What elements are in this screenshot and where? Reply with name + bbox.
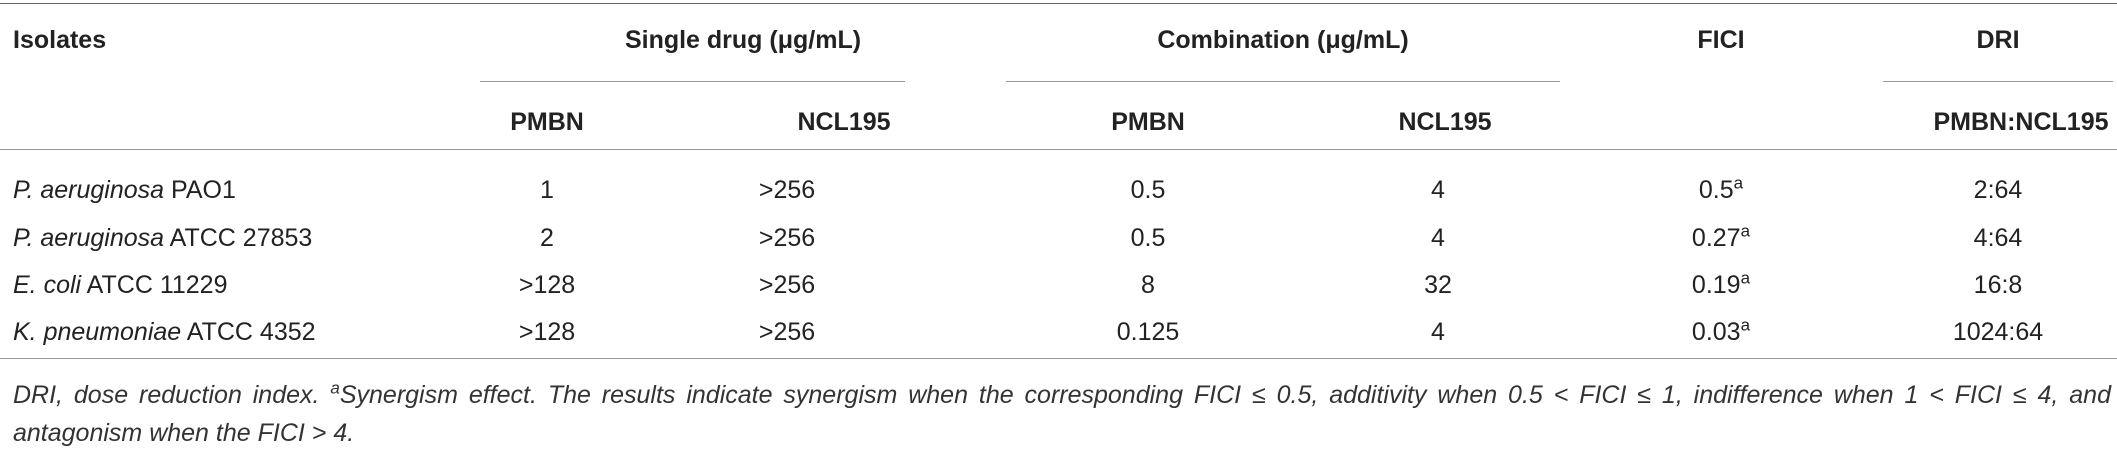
cell: 32 <box>1424 270 1452 300</box>
cell: 16:8 <box>1974 270 2023 300</box>
cell: 0.5a <box>1699 175 1743 205</box>
note-mark: a <box>1740 221 1751 241</box>
isolate: P. aeruginosa PAO1 <box>13 175 236 205</box>
cell-value: >128 <box>518 271 576 299</box>
species: P. aeruginosa <box>13 224 165 252</box>
cell: >128 <box>519 270 575 300</box>
cell-value: 1024:64 <box>1952 318 2044 346</box>
cell-value: 1 <box>540 176 554 204</box>
cell: 1024:64 <box>1953 317 2043 347</box>
subheader: NCL195 <box>1398 108 1492 136</box>
cell: 2:64 <box>1974 175 2023 205</box>
cell: 1 <box>540 175 554 205</box>
cell-value: 4 <box>1431 224 1445 252</box>
cell-value: 0.5 <box>1698 176 1734 204</box>
note-mark: a <box>1733 173 1744 193</box>
footnote-text: Synergism effect. The results indicate s… <box>13 381 2111 447</box>
strain: PAO1 <box>171 176 236 204</box>
cell: 0.03a <box>1692 317 1750 347</box>
header: FICI <box>1697 26 1745 54</box>
species: E. coli <box>13 271 82 299</box>
cell: 2 <box>540 223 554 253</box>
cell: 4 <box>1431 317 1445 347</box>
group-rule <box>1883 81 2113 82</box>
cell-value: 4:64 <box>1973 224 2023 252</box>
subheader: PMBN <box>1111 108 1185 136</box>
cell: 4:64 <box>1974 223 2023 253</box>
cell: >256 <box>759 223 815 253</box>
species: K. pneumoniae <box>13 318 182 346</box>
footnote: DRI, dose reduction index. aSynergism ef… <box>13 376 2111 452</box>
cell-value: >256 <box>758 224 816 252</box>
species: P. aeruginosa <box>13 176 165 204</box>
cell-value: >256 <box>758 318 816 346</box>
strain: ATCC 11229 <box>86 271 228 299</box>
cell: 0.5 <box>1131 223 1166 253</box>
cell-value: 16:8 <box>1973 271 2023 299</box>
cell: >128 <box>519 317 575 347</box>
cell-value: >128 <box>518 318 576 346</box>
cell: 0.27a <box>1692 223 1750 253</box>
cell-value: 0.27 <box>1691 224 1741 252</box>
isolate: K. pneumoniae ATCC 4352 <box>13 317 316 347</box>
note-mark: a <box>1740 268 1751 288</box>
footnote-text: DRI, dose reduction index. <box>13 381 331 409</box>
strain: ATCC 27853 <box>169 224 313 252</box>
cell-value: 8 <box>1141 271 1155 299</box>
cell-value: 4 <box>1431 318 1445 346</box>
isolate: P. aeruginosa ATCC 27853 <box>13 223 312 253</box>
header: DRI <box>1976 26 2020 54</box>
bottom-rule <box>0 358 2117 359</box>
subheader: PMBN:NCL195 <box>1933 108 2109 136</box>
cell-value: 32 <box>1424 271 1452 299</box>
cell-value: >256 <box>758 176 816 204</box>
cell: >256 <box>759 175 815 205</box>
strain: ATCC 4352 <box>186 318 316 346</box>
cell: 8 <box>1141 270 1155 300</box>
group-rule <box>480 81 905 82</box>
cell-value: >256 <box>758 271 816 299</box>
subheader: PMBN <box>510 108 584 136</box>
header: Single drug (μg/mL) <box>624 26 862 54</box>
cell-value: 0.5 <box>1130 224 1166 252</box>
cell: 0.125 <box>1117 317 1180 347</box>
cell-value: 0.5 <box>1130 176 1166 204</box>
cell-value: 0.19 <box>1691 271 1741 299</box>
cell-value: 2 <box>540 224 554 252</box>
header: Isolates <box>13 26 107 54</box>
header: Combination (μg/mL) <box>1157 26 1409 54</box>
footnote-mark: a <box>330 378 340 398</box>
cell: 0.19a <box>1692 270 1750 300</box>
header-rule <box>0 149 2117 150</box>
note-mark: a <box>1740 315 1751 335</box>
cell: 4 <box>1431 175 1445 205</box>
group-rule <box>1006 81 1560 82</box>
top-rule <box>0 3 2117 4</box>
cell-value: 4 <box>1431 176 1445 204</box>
cell-value: 0.125 <box>1116 318 1180 346</box>
cell-value: 0.03 <box>1691 318 1741 346</box>
cell-value: 2:64 <box>1973 176 2023 204</box>
isolate: E. coli ATCC 11229 <box>13 270 227 300</box>
cell: 4 <box>1431 223 1445 253</box>
cell: 0.5 <box>1131 175 1166 205</box>
cell: >256 <box>759 317 815 347</box>
subheader: NCL195 <box>797 108 891 136</box>
cell: >256 <box>759 270 815 300</box>
